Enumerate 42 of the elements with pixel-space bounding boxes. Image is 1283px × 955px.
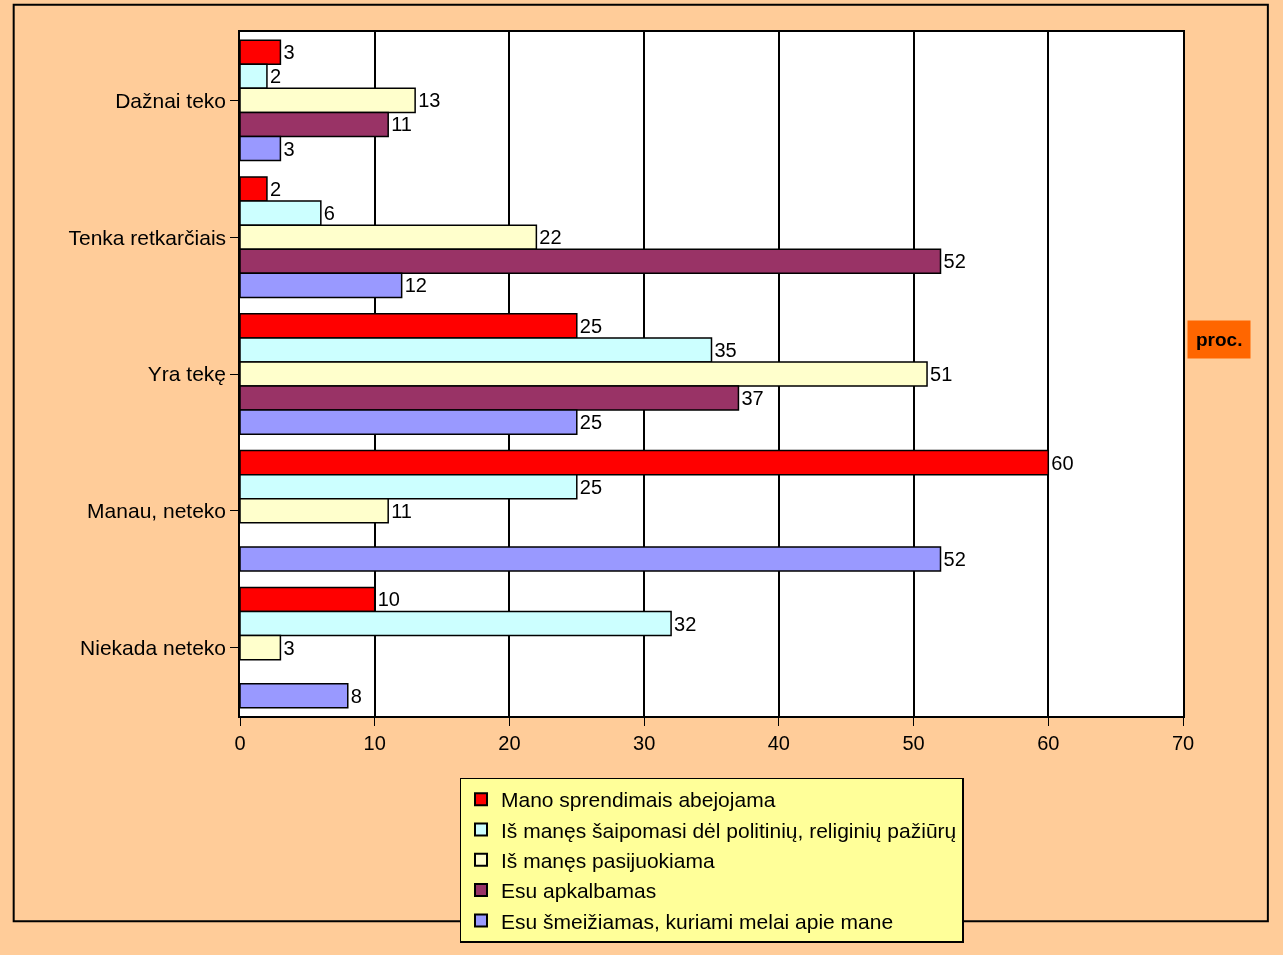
x-axis-title: proc.	[1196, 329, 1243, 350]
legend-label: Iš manęs šaipomasi dėl politinių, religinių pažiūrų	[501, 818, 957, 842]
x-tick-label: 40	[767, 731, 790, 754]
y-tick-label: Dažnai teko	[115, 88, 227, 112]
data-label: 8	[350, 684, 362, 707]
data-label: 25	[579, 475, 603, 498]
legend-label: Esu apkalbamas	[501, 879, 657, 903]
x-tick-label: 0	[234, 731, 246, 754]
data-label: 60	[1051, 451, 1074, 474]
x-tick-label: 30	[633, 731, 656, 754]
legend-label: Esu šmeižiamas, kuriami melai apie mane	[501, 909, 894, 933]
data-label: 35	[714, 338, 737, 361]
data-label: 52	[943, 250, 966, 273]
data-label: 32	[674, 612, 697, 635]
data-label: 3	[283, 41, 295, 64]
data-label: 10	[377, 588, 400, 611]
x-tick-label: 70	[1171, 731, 1195, 754]
data-label: 13	[418, 89, 441, 112]
data-label: 11	[391, 113, 412, 136]
x-tick-label: 60	[1037, 731, 1060, 754]
y-tick-label: Tenka retkarčiais	[68, 225, 227, 249]
data-label: 2	[269, 178, 282, 201]
legend-label: Mano sprendimais abejojama	[501, 788, 776, 812]
legend-label: Iš manęs pasijuokiama	[501, 849, 715, 872]
data-label: 22	[539, 226, 562, 249]
data-label: 52	[943, 547, 966, 570]
data-label: 6	[323, 202, 335, 225]
data-label: 25	[579, 314, 603, 337]
y-tick-label: Niekada neteko	[80, 635, 227, 659]
data-label: 25	[579, 411, 603, 434]
data-label: 3	[283, 137, 295, 160]
x-tick-label: 50	[902, 731, 925, 754]
data-label: 12	[404, 274, 427, 297]
data-label: 3	[283, 636, 295, 659]
y-tick-label: Yra tekę	[147, 362, 227, 386]
data-label: 11	[391, 499, 412, 522]
data-label: 2	[269, 65, 282, 88]
y-tick-label: Manau, neteko	[87, 499, 227, 523]
x-tick-label: 20	[498, 731, 521, 754]
data-label: 51	[930, 363, 953, 385]
x-tick-label: 10	[363, 731, 386, 754]
data-label: 37	[741, 387, 764, 410]
